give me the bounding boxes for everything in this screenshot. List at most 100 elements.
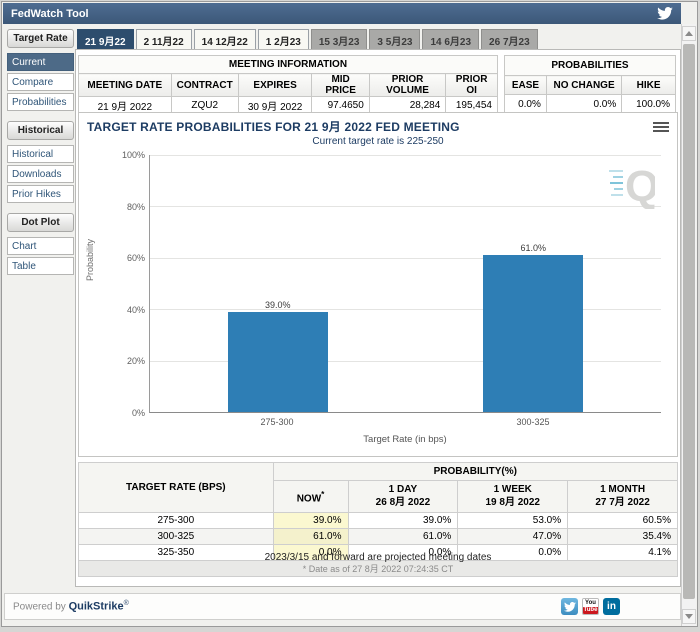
- table-row: 300-325 61.0% 61.0% 47.0% 35.4%: [78, 528, 678, 545]
- one-month-date: 27 7月 2022: [595, 496, 650, 508]
- tab-meeting-4[interactable]: 15 3月23: [310, 29, 368, 50]
- one-week-label: 1 WEEK: [493, 484, 532, 495]
- linkedin-icon[interactable]: in: [603, 598, 620, 615]
- now-label: NOW: [296, 493, 322, 505]
- no-change-value: 0.0%: [545, 94, 623, 114]
- sidebar-header-historical[interactable]: Historical: [7, 121, 74, 140]
- gridline: [150, 257, 661, 259]
- col-ease: EASE: [504, 75, 547, 96]
- mid-price-value: 97.4650: [311, 96, 370, 114]
- powered-by: Powered by QuikStrike®: [13, 600, 129, 612]
- one-day-header: 1 DAY 26 8月 2022: [347, 480, 459, 513]
- ytick-80: 80%: [126, 202, 145, 212]
- sidebar-item-prior-hikes[interactable]: Prior Hikes: [7, 185, 74, 203]
- registered-mark: ®: [123, 600, 129, 608]
- quikstrike-watermark: Q: [609, 162, 655, 209]
- footer-bar: Powered by QuikStrike® You Tube in: [4, 593, 681, 620]
- bar-275-300[interactable]: [227, 311, 328, 412]
- sidebar-item-chart[interactable]: Chart: [7, 237, 74, 255]
- twitter-footer-icon[interactable]: [561, 598, 578, 615]
- ease-value: 0.0%: [504, 94, 547, 114]
- ytick-60: 60%: [126, 253, 145, 263]
- bars-container: 39.0% 61.0%: [150, 155, 661, 412]
- meeting-tabs: 21 9月22 2 11月22 14 12月22 1 2月23 15 3月23 …: [77, 29, 538, 50]
- month-cell: 60.5%: [567, 512, 678, 529]
- svg-text:Q: Q: [625, 162, 655, 209]
- now-cell: 61.0%: [272, 528, 349, 545]
- tab-meeting-6[interactable]: 14 6月23: [422, 29, 480, 50]
- sidebar-item-table[interactable]: Table: [7, 257, 74, 275]
- tab-meeting-2[interactable]: 14 12月22: [193, 29, 256, 50]
- title-bar: FedWatch Tool: [3, 3, 681, 24]
- scroll-up-button[interactable]: [682, 26, 696, 41]
- one-day-label: 1 DAY: [388, 484, 418, 495]
- sidebar-item-probabilities[interactable]: Probabilities: [7, 93, 74, 111]
- youtube-bottom-text: Tube: [583, 607, 598, 614]
- one-month-header: 1 MONTH 27 7月 2022: [567, 480, 678, 513]
- one-day-date: 26 8月 2022: [375, 496, 431, 508]
- col-meeting-date: MEETING DATE: [78, 73, 172, 97]
- hike-value: 100.0%: [621, 94, 676, 114]
- meeting-date-value: 21 9月 2022: [78, 96, 172, 114]
- sidebar-header-target-rate[interactable]: Target Rate: [7, 29, 74, 48]
- col-prior-oi: PRIOR OI: [445, 73, 498, 97]
- sidebar: Target Rate Current Compare Probabilitie…: [7, 29, 74, 277]
- bar-300-325[interactable]: [483, 255, 584, 412]
- expires-value: 30 9月 2022: [237, 96, 313, 114]
- meeting-info-title: MEETING INFORMATION: [78, 55, 498, 74]
- col-hike: HIKE: [621, 75, 676, 96]
- gridline: [150, 309, 661, 311]
- sidebar-item-current[interactable]: Current: [7, 53, 74, 71]
- one-week-header: 1 WEEK 19 8月 2022: [457, 480, 569, 513]
- one-month-label: 1 MONTH: [600, 484, 646, 495]
- scrollbar-thumb[interactable]: [683, 44, 695, 599]
- x-axis-label: Target Rate (in bps): [363, 434, 447, 445]
- target-rate-bps-header: TARGET RATE (BPS): [78, 462, 274, 513]
- tab-meeting-7[interactable]: 26 7月23: [481, 29, 538, 50]
- app-title: FedWatch Tool: [11, 7, 89, 20]
- rate-cell: 275-300: [78, 512, 274, 529]
- contract-value: ZQU2: [170, 96, 239, 114]
- probabilities-title: PROBABILITIES: [504, 54, 676, 77]
- chart-panel: TARGET RATE PROBABILITIES FOR 21 9月 2022…: [78, 112, 678, 457]
- week-cell: 53.0%: [457, 512, 569, 529]
- tab-meeting-5[interactable]: 3 5月23: [369, 29, 421, 50]
- sidebar-header-dot-plot[interactable]: Dot Plot: [7, 213, 74, 232]
- sidebar-item-compare[interactable]: Compare: [7, 73, 74, 91]
- youtube-icon[interactable]: You Tube: [582, 598, 599, 615]
- probabilities-summary-table: PROBABILITIES EASE NO CHANGE HIKE 0.0% 0…: [504, 54, 676, 114]
- arrow-up-icon: [685, 31, 693, 36]
- sidebar-item-historical[interactable]: Historical: [7, 145, 74, 163]
- quikstrike-brand[interactable]: QuikStrike: [68, 600, 124, 613]
- ytick-20: 20%: [126, 356, 145, 366]
- meeting-information-table: MEETING INFORMATION MEETING DATE CONTRAC…: [78, 55, 498, 114]
- col-contract: CONTRACT: [170, 73, 239, 97]
- vertical-scrollbar[interactable]: [681, 24, 696, 626]
- now-footnote-mark: *: [321, 488, 325, 499]
- day-cell: 61.0%: [347, 528, 459, 545]
- y-axis-label: Probability: [85, 238, 95, 281]
- bar-value-label-0: 39.0%: [264, 299, 291, 310]
- day-cell: 39.0%: [347, 512, 459, 529]
- plot-area: Q 39.0% 61.0%: [149, 155, 661, 413]
- tab-meeting-0[interactable]: 21 9月22: [77, 29, 134, 50]
- month-cell: 35.4%: [567, 528, 678, 545]
- tab-meeting-1[interactable]: 2 11月22: [135, 29, 192, 50]
- main-content: MEETING INFORMATION MEETING DATE CONTRAC…: [75, 49, 681, 587]
- now-header: NOW*: [272, 480, 349, 513]
- one-week-date: 19 8月 2022: [485, 496, 540, 508]
- gridline: [150, 206, 661, 208]
- twitter-icon[interactable]: [657, 7, 673, 20]
- ytick-40: 40%: [126, 305, 145, 315]
- col-prior-volume: PRIOR VOLUME: [368, 73, 447, 97]
- chart-menu-icon[interactable]: [653, 120, 669, 134]
- prior-oi-value: 195,454: [445, 96, 498, 114]
- tab-meeting-3[interactable]: 1 2月23: [257, 29, 309, 50]
- projected-dates-note: 2023/3/15 and forward are projected meet…: [264, 552, 492, 563]
- powered-by-text: Powered by: [13, 601, 66, 613]
- rate-cell: 300-325: [78, 528, 274, 545]
- sidebar-item-downloads[interactable]: Downloads: [7, 165, 74, 183]
- chart-title: TARGET RATE PROBABILITIES FOR 21 9月 2022…: [87, 120, 460, 134]
- scroll-down-button[interactable]: [682, 609, 696, 624]
- x-category-0: 275-300: [260, 417, 294, 427]
